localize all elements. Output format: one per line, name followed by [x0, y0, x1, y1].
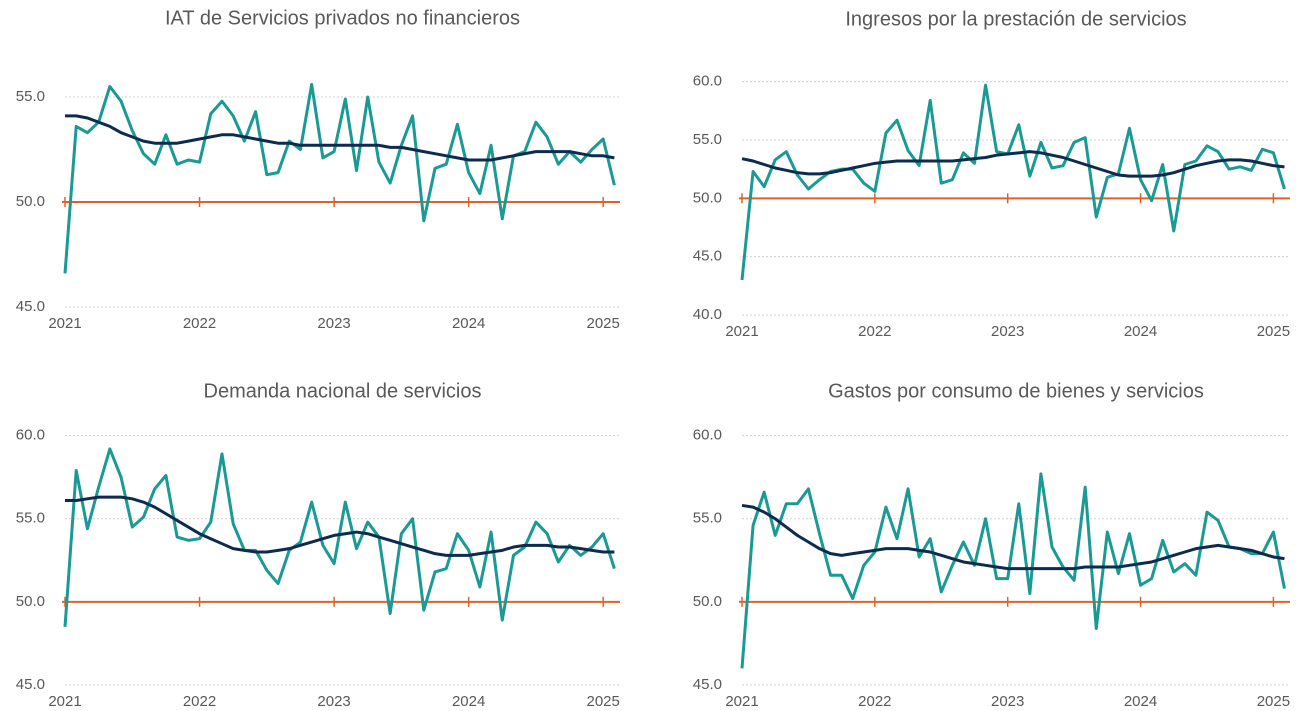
- x-tick-label: 2021: [725, 323, 758, 340]
- x-tick-label: 2024: [1124, 693, 1157, 710]
- y-tick-label: 45.0: [693, 248, 722, 265]
- y-tick-label: 55.0: [693, 510, 722, 527]
- series-line: [741, 503, 1285, 571]
- x-tick-label: 2021: [48, 315, 81, 332]
- x-tick-label: 2023: [991, 693, 1024, 710]
- y-tick-label: 50.0: [693, 189, 722, 206]
- series-line: [741, 150, 1285, 178]
- y-tick-label: 40.0: [693, 306, 722, 323]
- series-line: [740, 472, 1286, 669]
- y-tick-label: 55.0: [16, 510, 45, 527]
- x-tick-label: 2021: [48, 693, 81, 710]
- y-tick-label: 50.0: [693, 593, 722, 610]
- x-tick-label: 2024: [1124, 323, 1157, 340]
- chart-title: IAT de Servicios privados no financieros: [165, 7, 520, 29]
- y-tick-label: 55.0: [693, 131, 722, 148]
- chart-title: Demanda nacional de servicios: [204, 380, 482, 402]
- y-tick-label: 50.0: [16, 193, 45, 210]
- x-tick-label: 2021: [725, 693, 758, 710]
- series-line: [63, 82, 616, 274]
- y-tick-label: 60.0: [693, 427, 722, 444]
- x-tick-label: 2025: [1257, 693, 1290, 710]
- y-tick-label: 45.0: [16, 676, 45, 693]
- x-tick-label: 2024: [452, 315, 485, 332]
- x-tick-label: 2022: [858, 693, 891, 710]
- series-line: [65, 495, 615, 557]
- y-tick-label: 45.0: [693, 676, 722, 693]
- series-line: [740, 83, 1286, 281]
- x-tick-label: 2023: [991, 323, 1024, 340]
- x-tick-label: 2023: [317, 693, 350, 710]
- x-tick-label: 2025: [586, 693, 619, 710]
- x-tick-label: 2023: [317, 315, 350, 332]
- chart-title: Gastos por consumo de bienes y servicios: [828, 380, 1204, 402]
- x-tick-label: 2025: [1257, 323, 1290, 340]
- y-tick-label: 45.0: [16, 298, 45, 315]
- y-tick-label: 60.0: [693, 73, 722, 90]
- y-tick-label: 55.0: [16, 88, 45, 105]
- x-tick-label: 2024: [452, 693, 485, 710]
- chart-title: Ingresos por la prestación de servicios: [845, 8, 1186, 30]
- x-tick-label: 2022: [183, 693, 216, 710]
- x-tick-label: 2022: [858, 323, 891, 340]
- y-tick-label: 50.0: [16, 593, 45, 610]
- y-tick-label: 60.0: [16, 427, 45, 444]
- series-line: [65, 114, 615, 162]
- x-tick-label: 2025: [586, 315, 619, 332]
- x-tick-label: 2022: [183, 315, 216, 332]
- series-line: [63, 447, 616, 627]
